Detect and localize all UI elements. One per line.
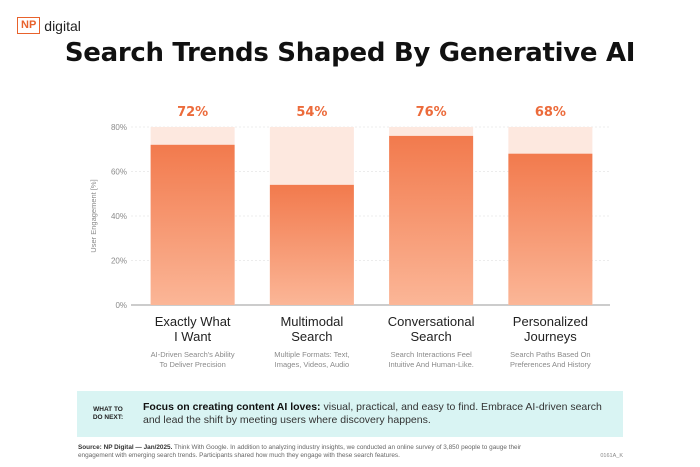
- category-label: Search: [411, 329, 452, 344]
- what-to-do-next-callout: WHAT TO DO NEXT: Focus on creating conte…: [77, 391, 623, 437]
- bar-value-label: 76%: [416, 105, 447, 120]
- y-tick-label: 20%: [111, 257, 127, 266]
- callout-tag-line2: DO NEXT:: [92, 414, 124, 421]
- category-label: Journeys: [524, 329, 577, 344]
- y-tick-label: 40%: [111, 212, 127, 221]
- source-note: Source: NP Digital — Jan/2025. Think Wit…: [78, 444, 538, 460]
- category-description: Intuitive And Human-Like.: [388, 360, 473, 369]
- callout-tag: WHAT TO DO NEXT:: [77, 406, 133, 422]
- np-digital-logo: NP digital: [17, 17, 81, 34]
- category-description: Multiple Formats: Text,: [274, 350, 349, 359]
- source-text: Think With Google. In addition to analyz…: [78, 444, 522, 459]
- category-label: I Want: [174, 329, 211, 344]
- category-description: To Deliver Precision: [159, 360, 225, 369]
- bar: [508, 153, 593, 305]
- bar: [150, 144, 235, 305]
- callout-tag-line1: WHAT TO: [93, 406, 123, 413]
- bar: [389, 135, 474, 305]
- bar: [269, 184, 354, 305]
- logo-text: digital: [44, 17, 81, 34]
- y-axis-title: User Engagement [%]: [89, 179, 98, 252]
- source-label: Source:: [78, 444, 102, 451]
- category-label: Personalized: [513, 314, 588, 329]
- y-tick-label: 60%: [111, 168, 127, 177]
- category-label: Exactly What: [155, 314, 231, 329]
- page-title: Search Trends Shaped By Generative AI: [64, 38, 636, 68]
- category-description: Search Interactions Feel: [390, 350, 472, 359]
- bar-value-label: 54%: [296, 105, 327, 120]
- callout-strong: Focus on creating content AI loves:: [143, 401, 321, 413]
- figure-code: 0161A_K: [600, 453, 623, 459]
- source-attribution: NP Digital — Jan/2025.: [103, 444, 173, 451]
- category-description: Preferences And History: [510, 360, 591, 369]
- category-description: AI-Driven Search's Ability: [151, 350, 235, 359]
- callout-text: Focus on creating content AI loves: visu…: [133, 401, 623, 427]
- bar-value-label: 68%: [535, 105, 566, 120]
- bar-value-label: 72%: [177, 105, 208, 120]
- category-description: Search Paths Based On: [510, 350, 590, 359]
- y-tick-label: 0%: [115, 301, 127, 310]
- category-description: Images, Videos, Audio: [275, 360, 350, 369]
- callout-body: visual, practical, and easy to find. Emb…: [143, 401, 602, 426]
- category-label: Search: [291, 329, 332, 344]
- y-tick-label: 80%: [111, 123, 127, 132]
- logo-box: NP: [17, 17, 41, 34]
- category-label: Conversational: [388, 314, 475, 329]
- category-label: Multimodal: [280, 314, 343, 329]
